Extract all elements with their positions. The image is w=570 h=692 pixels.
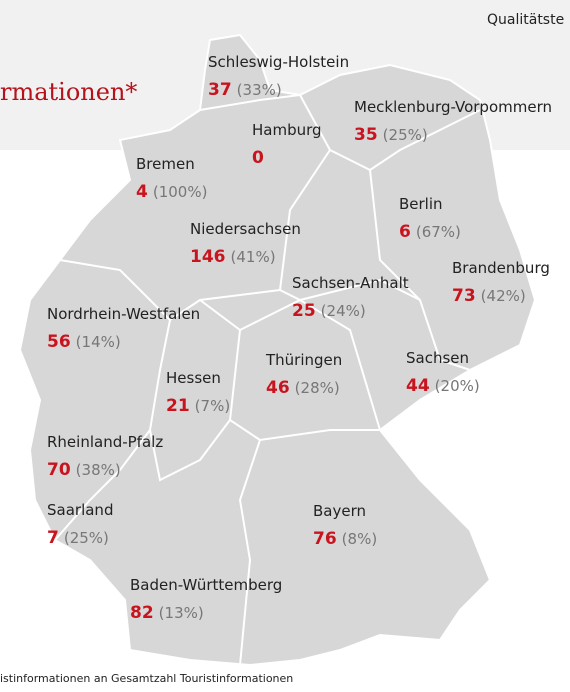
count: 4 bbox=[136, 182, 148, 202]
share: (25%) bbox=[382, 126, 428, 144]
title: rmationen* bbox=[0, 78, 138, 106]
count: 56 bbox=[47, 332, 71, 352]
share: (7%) bbox=[194, 397, 231, 415]
state-borders bbox=[54, 94, 481, 666]
state-name: Sachsen-Anhalt bbox=[292, 274, 409, 292]
count: 0 bbox=[252, 148, 264, 168]
share: (41%) bbox=[230, 248, 276, 266]
count: 21 bbox=[166, 396, 190, 416]
share: (25%) bbox=[63, 529, 109, 547]
count: 76 bbox=[313, 529, 337, 549]
state-count: 73 (42%) bbox=[452, 286, 526, 306]
share: (24%) bbox=[320, 302, 366, 320]
state-name: Bremen bbox=[136, 155, 195, 173]
share: (100%) bbox=[152, 183, 208, 201]
state-count: 4 (100%) bbox=[136, 182, 207, 202]
count: 73 bbox=[452, 286, 476, 306]
state-name: Nordrhein-Westfalen bbox=[47, 305, 201, 323]
state-count: 56 (14%) bbox=[47, 332, 121, 352]
share: (67%) bbox=[415, 223, 461, 241]
state-name: Berlin bbox=[399, 195, 443, 213]
state-name: Hamburg bbox=[252, 121, 322, 139]
count: 25 bbox=[292, 301, 316, 321]
state-name: Hessen bbox=[166, 369, 221, 387]
count: 82 bbox=[130, 603, 154, 623]
state-count: 6 (67%) bbox=[399, 222, 461, 242]
germany-outline bbox=[18, 33, 537, 667]
state-name: Sachsen bbox=[406, 349, 470, 367]
state-count: 46 (28%) bbox=[266, 378, 340, 398]
corner-text: Qualitätste bbox=[487, 12, 565, 28]
count: 7 bbox=[47, 528, 59, 548]
state-count: 76 (8%) bbox=[313, 529, 377, 549]
share: (28%) bbox=[294, 379, 340, 397]
state-count: 0 bbox=[252, 148, 264, 168]
state-count: 146 (41%) bbox=[190, 247, 276, 267]
count: 46 bbox=[266, 378, 290, 398]
share: (8%) bbox=[341, 530, 378, 548]
state-name: Niedersachsen bbox=[190, 220, 301, 238]
state-count: 7 (25%) bbox=[47, 528, 109, 548]
count: 6 bbox=[399, 222, 411, 242]
state-name: Brandenburg bbox=[452, 259, 550, 277]
state-name: Thüringen bbox=[266, 351, 343, 369]
state-count: 25 (24%) bbox=[292, 301, 366, 321]
state-count: 44 (20%) bbox=[406, 376, 480, 396]
state-name: Rheinland-Pfalz bbox=[47, 433, 164, 451]
state-name: Schleswig-Holstein bbox=[208, 53, 350, 71]
share: (13%) bbox=[158, 604, 204, 622]
share: (20%) bbox=[434, 377, 480, 395]
state-name: Mecklenburg-Vorpommern bbox=[354, 98, 552, 116]
state-count: 82 (13%) bbox=[130, 603, 204, 623]
share: (38%) bbox=[75, 461, 121, 479]
state-count: 37 (33%) bbox=[208, 80, 282, 100]
state-count: 21 (7%) bbox=[166, 396, 230, 416]
count: 146 bbox=[190, 247, 226, 267]
count: 35 bbox=[354, 125, 378, 145]
state-count: 70 (38%) bbox=[47, 460, 121, 480]
count: 70 bbox=[47, 460, 71, 480]
footnote: istinformationen an Gesamtzahl Touristin… bbox=[0, 672, 294, 685]
state-name: Bayern bbox=[313, 502, 366, 520]
state-name: Baden-Württemberg bbox=[130, 576, 283, 594]
state-count: 35 (25%) bbox=[354, 125, 428, 145]
count: 44 bbox=[406, 376, 430, 396]
share: (42%) bbox=[480, 287, 526, 305]
share: (14%) bbox=[75, 333, 121, 351]
count: 37 bbox=[208, 80, 232, 100]
share: (33%) bbox=[236, 81, 282, 99]
state-name: Saarland bbox=[47, 501, 114, 519]
